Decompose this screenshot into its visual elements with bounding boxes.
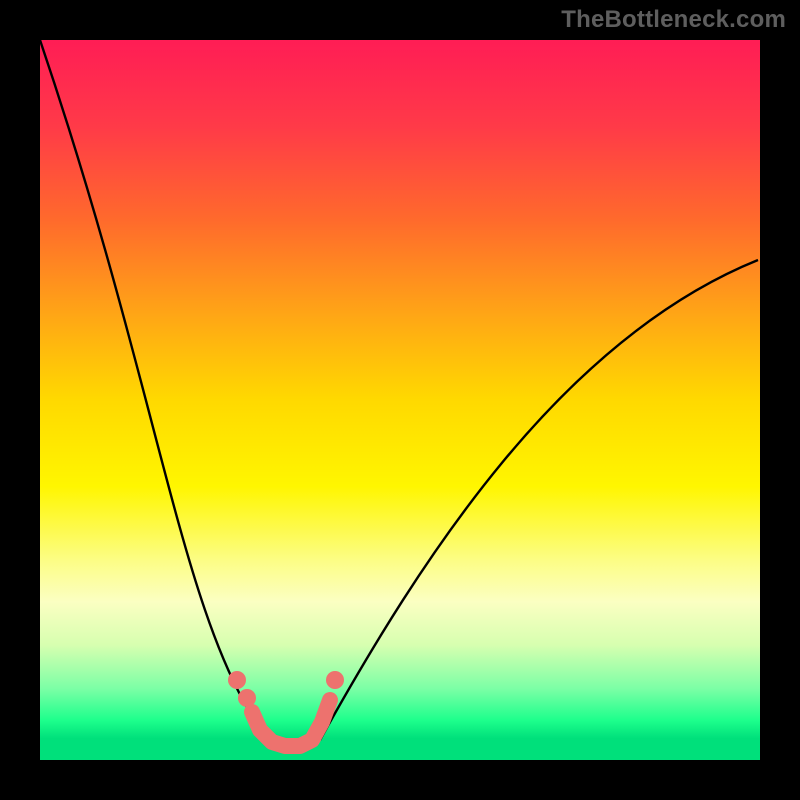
watermark-text: TheBottleneck.com <box>561 6 786 34</box>
plot-background <box>40 40 760 760</box>
valley-dot-2 <box>326 671 344 689</box>
valley-dot-0 <box>228 671 246 689</box>
chart-stage: TheBottleneck.com <box>0 0 800 800</box>
chart-svg <box>0 0 800 800</box>
